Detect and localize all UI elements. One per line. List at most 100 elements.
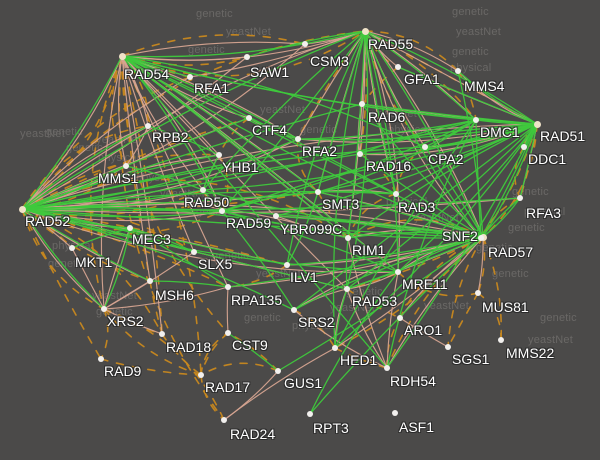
node-label-snf2[interactable]: SNF2 (442, 228, 478, 244)
graph-node-slx5[interactable] (191, 249, 197, 255)
graph-node-rad54[interactable] (118, 52, 126, 60)
graph-node-rpb2[interactable] (145, 123, 151, 129)
node-label-rfa1[interactable]: RFA1 (194, 80, 230, 96)
graph-node-yhb1[interactable] (216, 152, 222, 158)
node-label-saw1[interactable]: SAW1 (250, 64, 290, 80)
graph-node-rad3[interactable] (393, 191, 399, 197)
graph-node-rad50[interactable] (200, 187, 206, 193)
graph-node-cst9[interactable] (225, 330, 231, 336)
graph-node-sgs1[interactable] (445, 344, 451, 350)
graph-node-smt3[interactable] (315, 189, 321, 195)
node-label-mms4[interactable]: MMS4 (464, 78, 505, 94)
graph-node-rad9[interactable] (98, 356, 104, 362)
node-label-rad16[interactable]: RAD16 (366, 158, 412, 174)
graph-node-ilv1[interactable] (284, 262, 290, 268)
node-label-mus81[interactable]: MUS81 (482, 299, 529, 315)
node-label-rad3[interactable]: RAD3 (398, 199, 436, 215)
graph-node-rad17[interactable] (198, 372, 204, 378)
node-label-ddc1[interactable]: DDC1 (528, 151, 567, 167)
node-label-rad50[interactable]: RAD50 (184, 194, 230, 210)
node-label-rfa2[interactable]: RFA2 (302, 143, 338, 159)
graph-node-mec3[interactable] (127, 225, 133, 231)
graph-node-mms1[interactable] (123, 163, 129, 169)
node-label-rfa3[interactable]: RFA3 (526, 205, 562, 221)
node-label-mms22[interactable]: MMS22 (506, 345, 555, 361)
graph-node-rad52[interactable] (18, 205, 26, 213)
node-label-rim1[interactable]: RIM1 (352, 242, 386, 258)
node-label-rad57[interactable]: RAD57 (488, 244, 534, 260)
node-label-ctf4[interactable]: CTF4 (252, 122, 287, 138)
graph-node-srs2[interactable] (291, 307, 297, 313)
node-label-dmc1[interactable]: DMC1 (480, 124, 520, 140)
graph-node-xrs2[interactable] (101, 306, 107, 312)
node-label-yhb1[interactable]: YHB1 (222, 159, 259, 175)
node-label-ybr099c[interactable]: YBR099C (280, 221, 343, 237)
graph-node-mre11[interactable] (395, 269, 401, 275)
node-label-cst9[interactable]: CST9 (232, 337, 268, 353)
graph-node-aro1[interactable] (397, 315, 403, 321)
node-label-xrs2[interactable]: XRS2 (107, 313, 144, 329)
node-label-rpb2[interactable]: RPB2 (152, 129, 189, 145)
node-label-mms1[interactable]: MMS1 (98, 170, 139, 186)
node-label-rdh54[interactable]: RDH54 (390, 373, 436, 389)
node-label-rad17[interactable]: RAD17 (205, 379, 251, 395)
node-label-msh6[interactable]: MSH6 (155, 287, 194, 303)
node-label-mre11[interactable]: MRE11 (402, 276, 448, 292)
graph-node-asf1[interactable] (392, 410, 398, 416)
graph-node-mms4[interactable] (455, 68, 461, 74)
graph-node-ybr099c[interactable] (273, 213, 279, 219)
node-label-rad52[interactable]: RAD52 (25, 213, 71, 229)
node-label-hed1[interactable]: HED1 (340, 352, 378, 368)
node-label-rpa135[interactable]: RPA135 (231, 292, 283, 308)
node-label-rad55[interactable]: RAD55 (368, 36, 414, 52)
node-label-ilv1[interactable]: ILV1 (290, 269, 318, 285)
graph-node-rad59[interactable] (219, 208, 225, 214)
node-label-asf1[interactable]: ASF1 (399, 419, 435, 435)
graph-node-rad16[interactable] (357, 151, 363, 157)
graph-node-rpt3[interactable] (307, 411, 313, 417)
node-label-mkt1[interactable]: MKT1 (75, 254, 113, 270)
graph-node-rad24[interactable] (221, 417, 227, 423)
graph-node-dmc1[interactable] (473, 117, 479, 123)
graph-node-ddc1[interactable] (521, 144, 527, 150)
graph-node-csm3[interactable] (302, 41, 308, 47)
graph-node-saw1[interactable] (244, 54, 250, 60)
node-label-rad24[interactable]: RAD24 (230, 426, 276, 442)
node-label-mec3[interactable]: MEC3 (132, 231, 171, 247)
node-label-gus1[interactable]: GUS1 (284, 375, 323, 391)
node-label-rad18[interactable]: RAD18 (166, 339, 212, 355)
graph-node-rfa3[interactable] (517, 195, 523, 201)
graph-node-rad55[interactable] (361, 27, 369, 35)
graph-node-mus81[interactable] (475, 290, 481, 296)
graph-node-mkt1[interactable] (69, 245, 75, 251)
graph-node-rfa1[interactable] (187, 74, 193, 80)
graph-node-rad51[interactable] (533, 120, 541, 128)
graph-node-rad18[interactable] (159, 331, 165, 337)
node-label-slx5[interactable]: SLX5 (198, 256, 233, 272)
graph-node-ctf4[interactable] (246, 115, 252, 121)
graph-node-rdh54[interactable] (384, 365, 390, 371)
node-label-rad59[interactable]: RAD59 (226, 215, 272, 231)
node-label-srs2[interactable]: SRS2 (298, 314, 335, 330)
node-label-rad54[interactable]: RAD54 (124, 66, 170, 82)
graph-node-rad6[interactable] (359, 101, 365, 107)
graph-node-msh6[interactable] (147, 278, 153, 284)
graph-node-cpa2[interactable] (422, 144, 428, 150)
node-label-rad6[interactable]: RAD6 (368, 109, 406, 125)
node-label-csm3[interactable]: CSM3 (310, 53, 349, 69)
graph-node-gus1[interactable] (275, 368, 281, 374)
node-label-smt3[interactable]: SMT3 (322, 196, 360, 212)
node-label-cpa2[interactable]: CPA2 (428, 151, 464, 167)
node-label-gfa1[interactable]: GFA1 (404, 71, 440, 87)
node-label-rad53[interactable]: RAD53 (352, 293, 398, 309)
node-label-rad51[interactable]: RAD51 (540, 128, 586, 144)
graph-node-mms22[interactable] (498, 337, 504, 343)
node-label-aro1[interactable]: ARO1 (404, 322, 443, 338)
graph-node-rpa135[interactable] (225, 284, 231, 290)
node-label-rad9[interactable]: RAD9 (104, 363, 142, 379)
graph-node-hed1[interactable] (332, 345, 338, 351)
node-label-sgs1[interactable]: SGS1 (452, 351, 490, 367)
graph-node-rad53[interactable] (344, 286, 350, 292)
graph-node-rim1[interactable] (345, 235, 351, 241)
graph-node-rfa2[interactable] (295, 136, 301, 142)
